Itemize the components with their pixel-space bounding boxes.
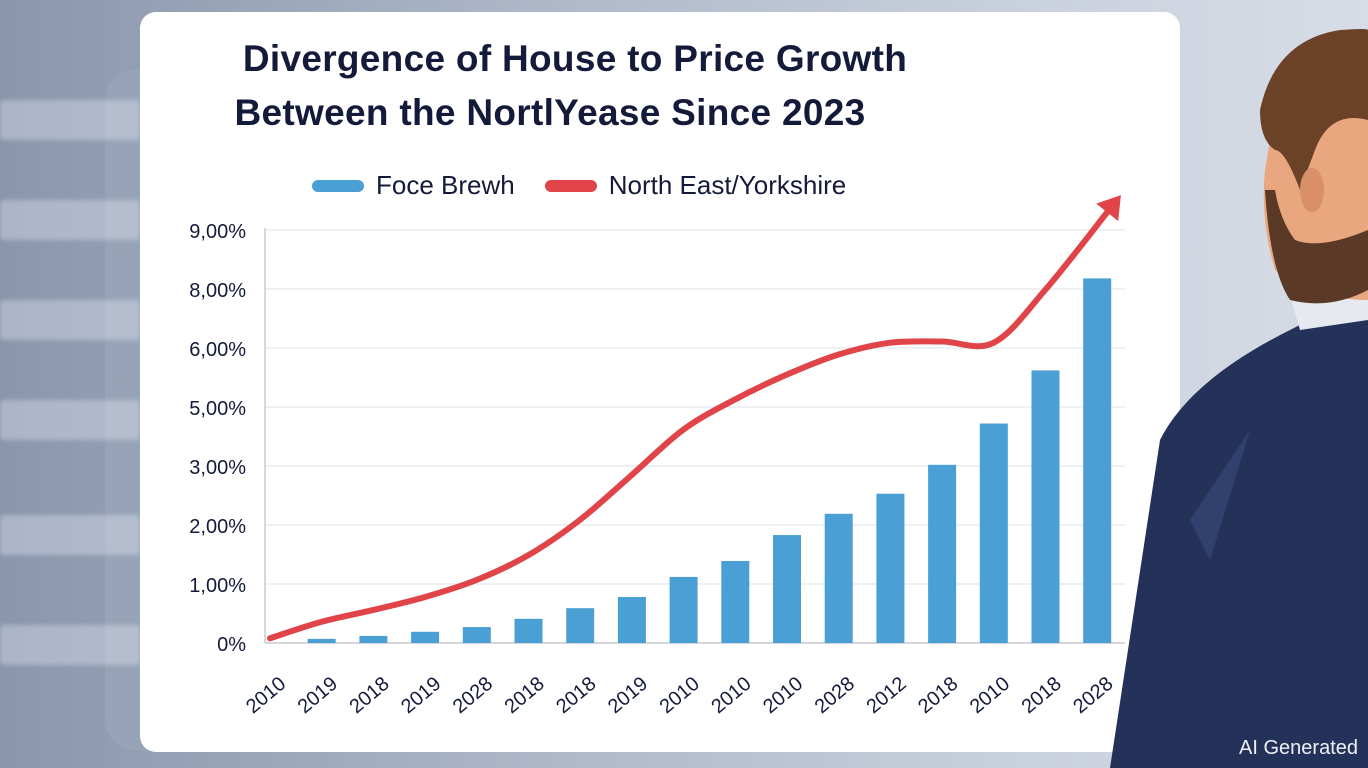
y-tick-label: 5,00% [189,398,246,420]
x-tick-label: 2010 [656,673,704,718]
y-tick-label: 1,00% [189,575,246,597]
line-arrowhead [1096,195,1121,222]
x-tick-label: 2018 [345,673,393,718]
bar [359,635,388,643]
bar [721,560,750,643]
background-blur-text [0,200,140,240]
line-series [267,209,1111,642]
y-tick-label: 0% [217,634,246,656]
bar [462,627,491,643]
bar [669,576,698,643]
chart-title-line-1: Divergence of House to Price Growth [242,38,908,79]
x-tick-label: 2019 [294,673,342,718]
x-tick-label: 2010 [242,673,290,718]
legend-swatch-line [544,179,597,192]
y-tick-label: 6,00% [189,339,246,361]
bar [411,631,440,643]
x-tick-label: 2010 [759,673,807,718]
x-tick-label: 2018 [552,673,600,718]
bar [514,618,543,643]
man-in-suit-illustration [1110,29,1368,768]
x-tick-label: 2018 [1018,673,1066,718]
legend-swatch-bar [312,179,364,192]
legend: Foce Brewh North East/Yorkshire [312,170,846,201]
x-tick-label: 2010 [707,673,755,718]
x-tick-label: 2028 [811,673,859,718]
bar [928,464,957,643]
x-tick-label: 2019 [604,673,652,718]
watermark: AI Generated [1239,737,1358,759]
bar [307,638,336,643]
background-blur-text [0,515,140,555]
y-tick-label: 8,00% [189,280,246,302]
bar [824,513,853,643]
bar [773,535,801,643]
background-blur-text [0,300,140,340]
x-tick-label: 2019 [397,673,445,718]
bar [1083,278,1112,643]
background-blur-text [0,400,140,440]
background-blur-text [0,625,140,665]
bar [1031,370,1060,643]
y-tick-label: 9,00% [189,221,246,243]
bar [876,493,905,643]
y-tick-label: 3,00% [189,457,246,479]
chart-title-line-2: Between the NortlYease Since 2023 [234,92,866,133]
y-tick-label: 2,00% [189,516,246,538]
legend-label-line: North East/Yorkshire [608,170,847,200]
x-tick-label: 2010 [966,673,1014,718]
bar [979,423,1008,643]
x-tick-label: 2018 [914,673,962,718]
x-tick-label: 2018 [501,673,549,718]
legend-label-bar: Foce Brewh [376,170,515,200]
x-tick-label: 2012 [862,673,910,718]
bar [617,596,646,643]
background-blur-text [0,100,140,140]
bar [566,608,595,643]
x-tick-label: 2028 [449,673,497,718]
